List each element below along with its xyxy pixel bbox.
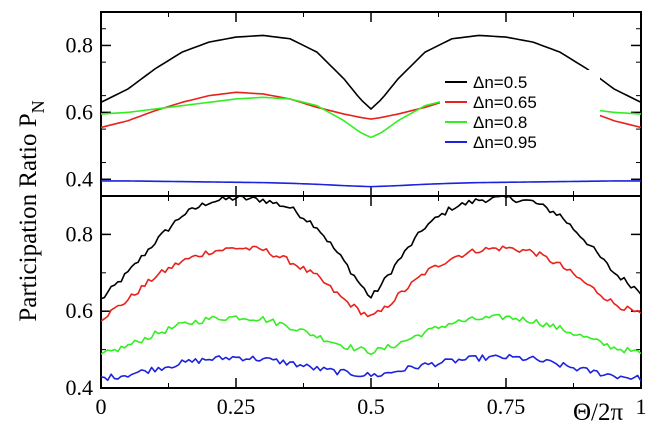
legend-entry-label: Δn=0.5 — [473, 73, 527, 92]
top-ytick-label: 0.6 — [66, 99, 94, 124]
top-ytick-label: 0.4 — [66, 166, 94, 191]
x-tick-label: 0 — [96, 394, 107, 419]
x-tick-label: 0.25 — [217, 394, 256, 419]
bottom-ytick-label: 0.4 — [66, 375, 94, 400]
bottom-series-line — [101, 245, 641, 322]
y-axis-label-main: Participation Ratio P — [15, 113, 42, 321]
y-axis-label: Participation Ratio PN — [15, 100, 48, 321]
bottom-series-line — [101, 313, 641, 356]
legend-entry-label: Δn=0.65 — [473, 93, 537, 112]
top-series-line — [101, 34, 641, 110]
top-panel: 0.4 0.6 0.8 — [66, 11, 642, 197]
top-series-group — [101, 34, 641, 188]
x-axis-label: Θ/2π — [573, 399, 624, 426]
legend-entry-label: Δn=0.95 — [473, 133, 537, 152]
bottom-series-group — [101, 196, 641, 382]
x-tick-label: 0.75 — [487, 394, 526, 419]
y-axis-label-subscript: N — [28, 100, 48, 113]
bottom-series-line — [101, 196, 641, 300]
legend-entry-label: Δn=0.8 — [473, 113, 527, 132]
bottom-ytick-label: 0.6 — [66, 298, 94, 323]
x-tick-label: 0.5 — [357, 394, 385, 419]
bottom-plot-frame — [100, 195, 642, 389]
top-ytick-label: 0.8 — [66, 32, 94, 57]
top-series-line — [101, 180, 641, 188]
bottom-panel: 0.4 0.6 0.8 0 0.25 0.5 0.75 1 — [66, 195, 647, 419]
bottom-ytick-label: 0.8 — [66, 221, 94, 246]
bottom-series-line — [101, 353, 641, 382]
x-tick-label: 1 — [636, 394, 647, 419]
